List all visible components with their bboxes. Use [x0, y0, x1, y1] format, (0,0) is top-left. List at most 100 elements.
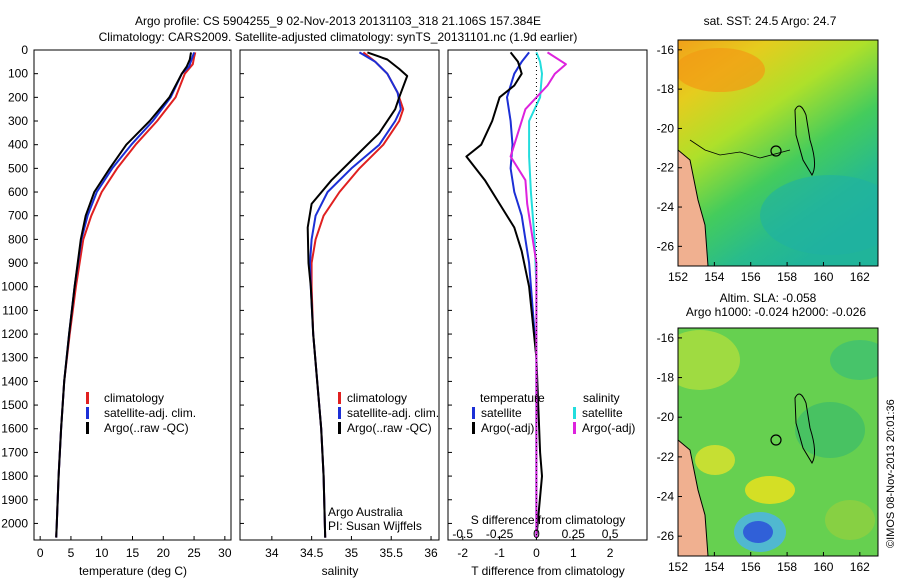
salinity-plot: 34 34.5 35 35.5 36	[265, 51, 438, 560]
temperature-tick-label: 15	[126, 546, 140, 560]
sla-map-frame	[677, 327, 879, 557]
legend-swatch-satellite	[86, 407, 89, 419]
legend-header-temperature: temperature	[480, 391, 545, 405]
legend-swatch-t-argo	[472, 422, 475, 434]
sla-map-title-line1: Altim. SLA: -0.058	[720, 291, 817, 305]
salinity-diff-tick-label: 0	[533, 527, 540, 541]
salinity-diff-tick-label: -0.25	[486, 527, 514, 541]
map-lon-label: 154	[704, 560, 724, 574]
sla-argo-location	[770, 434, 782, 446]
map-lon-label: 162	[850, 560, 870, 574]
series-line-argo-raw-qc-	[306, 51, 409, 538]
temperature-tick-label: 20	[157, 546, 171, 560]
salinity-tick-label: 34	[265, 546, 279, 560]
salinity-diff-tick-label: 0.25	[562, 527, 586, 541]
depth-tick-label: 1100	[2, 303, 28, 317]
legend-swatch-satellite	[338, 407, 341, 419]
legend-swatch-s-satellite	[573, 407, 576, 419]
temperature-panel-frame	[33, 49, 232, 541]
map-lat-label: -20	[657, 121, 675, 135]
salinity-tick-label: 35	[345, 546, 359, 560]
footer-timestamp: ©IMOS 08-Nov-2013 20:01:36	[885, 399, 897, 548]
legend-swatch-climatology	[338, 392, 341, 404]
series-line-climatology	[310, 51, 405, 538]
difference-tick-label: -1	[494, 546, 505, 560]
depth-tick-label: 1400	[1, 374, 28, 388]
sla-patch	[695, 445, 735, 475]
map-lon-label: 158	[777, 560, 797, 574]
temperature-tick-label: 5	[68, 546, 75, 560]
salinity-tick-label: 35.5	[380, 546, 404, 560]
depth-tick-label: 1600	[1, 422, 28, 436]
map-lon-label: 156	[741, 560, 761, 574]
sla-patch	[678, 330, 740, 390]
sla-patch	[830, 340, 878, 380]
series-line-climatology	[55, 52, 197, 538]
figure-title-line2: Climatology: CARS2009. Satellite-adjuste…	[99, 30, 578, 44]
difference-panel-frame	[447, 49, 648, 541]
series-line-satellite-adj-clim-	[55, 52, 196, 538]
depth-tick-label: 1500	[1, 398, 28, 412]
salinity-diff-tick-label: 0.5	[602, 527, 619, 541]
salinity-xlabel: salinity	[322, 564, 359, 578]
sst-bathymetry	[689, 139, 791, 159]
temperature-legend: climatology satellite-adj. clim. Argo(..…	[86, 391, 196, 435]
difference-tick-label: 2	[607, 546, 614, 560]
sla-land	[678, 440, 708, 556]
map-lon-label: 158	[777, 270, 797, 284]
temperature-tick-label: 10	[95, 546, 109, 560]
depth-tick-label: 900	[8, 256, 28, 270]
legend-swatch-t-satellite	[472, 407, 475, 419]
annotation-pi: PI: Susan Wijffels	[328, 519, 422, 533]
sst-cool-patch	[760, 175, 878, 255]
depth-tick-label: 0	[21, 43, 28, 57]
legend-swatch-argo	[338, 422, 341, 434]
legend-label-t-satellite: satellite	[481, 406, 522, 420]
depth-tick-label: 1900	[1, 493, 28, 507]
salinity-tick-label: 34.5	[300, 546, 324, 560]
temperature-tick-label: 30	[218, 546, 232, 560]
depth-tick-label: 2000	[1, 516, 28, 530]
legend-header-salinity: salinity	[583, 391, 620, 405]
sla-patch	[795, 402, 865, 458]
sst-map-title: sat. SST: 24.5 Argo: 24.7	[704, 14, 837, 28]
series-line-salinity-argo-adj-	[509, 51, 567, 538]
annotation-argo-australia: Argo Australia	[328, 505, 403, 519]
sla-coastline	[678, 439, 709, 556]
sla-patch	[745, 476, 795, 504]
temperature-xlabel: temperature (deg C)	[79, 564, 187, 578]
difference-secondary-xlabel: S difference from climatology	[471, 513, 626, 527]
depth-tick-label: 600	[8, 185, 28, 199]
map-lon-label: 160	[813, 270, 833, 284]
map-lat-label: -18	[657, 371, 675, 385]
legend-label-climatology: climatology	[104, 391, 164, 405]
sla-patch	[825, 500, 875, 540]
sst-land	[678, 150, 708, 266]
depth-tick-label: 1800	[1, 469, 28, 483]
legend-label-argo: Argo(..raw -QC)	[104, 421, 189, 435]
depth-tick-label: 1000	[1, 280, 28, 294]
sst-map: sat. SST: 24.5 Argo: 24.7 152 154 156 158 16…	[657, 14, 879, 284]
map-lon-label: 152	[668, 560, 688, 574]
temperature-tick-label: 25	[187, 546, 201, 560]
salinity-diff-tick-label: -0.5	[452, 527, 473, 541]
sst-warm-patch	[678, 48, 765, 92]
depth-tick-label: 700	[8, 209, 28, 223]
map-lat-label: -18	[657, 82, 675, 96]
sst-reef-contour	[794, 105, 816, 176]
legend-label-satellite: satellite-adj. clim.	[104, 406, 196, 420]
difference-plot: -2 -1 0 1 2 -0.5 -0.25 0 0.25 0.5	[452, 50, 619, 560]
sla-map-title-line2: Argo h1000: -0.024 h2000: -0.026	[686, 305, 866, 319]
sla-map: Altim. SLA: -0.058 Argo h1000: -0.024 h2…	[657, 291, 879, 574]
salinity-panel-frame	[239, 49, 440, 541]
salinity-tick-label: 36	[424, 546, 438, 560]
difference-xlabel: T difference from climatology	[471, 564, 625, 578]
legend-label-s-argo: Argo(-adj)	[582, 421, 635, 435]
legend-swatch-s-argo	[573, 422, 576, 434]
map-lat-label: -16	[657, 331, 675, 345]
temperature-tick-label: 0	[37, 546, 44, 560]
legend-label-climatology: climatology	[347, 391, 407, 405]
sla-reef-contour	[794, 393, 816, 464]
depth-tick-label: 1300	[1, 351, 28, 365]
